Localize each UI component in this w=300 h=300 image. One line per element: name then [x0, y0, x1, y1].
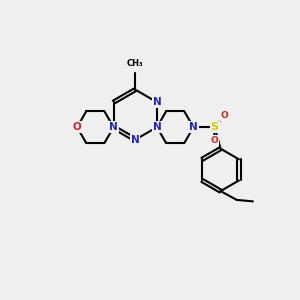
Text: O: O — [220, 111, 228, 120]
Text: O: O — [210, 136, 218, 145]
Text: O: O — [73, 122, 82, 132]
Text: N: N — [131, 135, 140, 145]
Text: N: N — [153, 122, 161, 132]
Text: CH₃: CH₃ — [127, 59, 144, 68]
Text: S: S — [211, 122, 219, 132]
Text: N: N — [153, 97, 161, 107]
Text: N: N — [189, 122, 198, 132]
Text: N: N — [109, 122, 118, 132]
